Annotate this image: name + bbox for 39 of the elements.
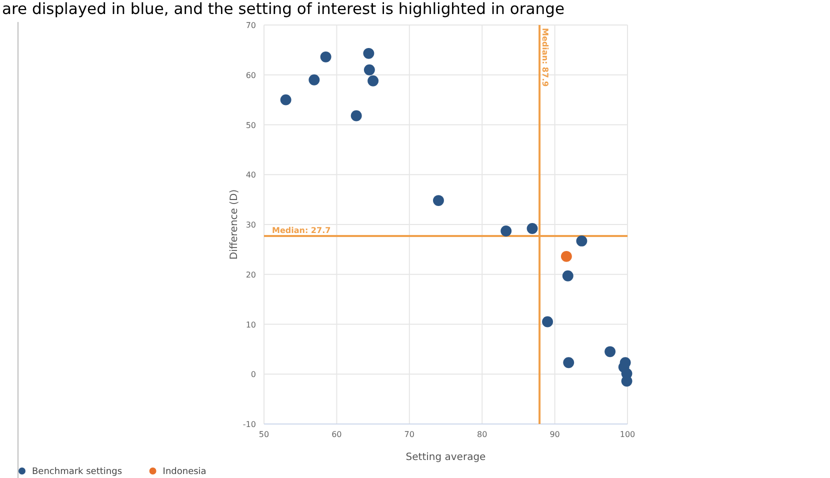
- y-tick-label: 60: [246, 70, 256, 80]
- x-axis-title: Setting average: [406, 452, 486, 463]
- point: [433, 195, 444, 206]
- legend-label: Benchmark settings: [32, 467, 122, 477]
- x-tick-label: 70: [404, 430, 414, 439]
- point: [621, 376, 632, 387]
- point: [562, 270, 574, 282]
- point: [320, 51, 332, 62]
- y-tick-label: 0: [250, 370, 256, 380]
- x-tick-label: 90: [550, 430, 560, 439]
- y-tick-label: 40: [246, 170, 256, 180]
- point: [576, 235, 588, 246]
- x-tick-label: 80: [477, 430, 488, 439]
- point: [308, 74, 320, 86]
- text: are displayed in blue, and the setting of interest is highlighted in orange: [2, 0, 564, 18]
- y-tick-label: 20: [246, 270, 256, 280]
- point: [363, 48, 374, 59]
- point: [563, 357, 574, 368]
- x-tick-label: 50: [258, 430, 270, 439]
- point: [364, 64, 375, 76]
- point: [560, 250, 572, 262]
- point: [280, 94, 292, 106]
- point: [500, 226, 512, 236]
- y-tick-label: 70: [246, 21, 256, 30]
- point: [368, 75, 379, 86]
- x-tick-label: 100: [620, 430, 636, 439]
- y-tick-label: -10: [242, 420, 256, 429]
- y-tick-label: 30: [246, 220, 256, 230]
- point: [350, 110, 362, 122]
- y-tick-label: 10: [246, 320, 256, 330]
- point: [526, 223, 538, 234]
- y-tick-label: 50: [246, 120, 256, 130]
- ref-line-label: Median: 87.9: [540, 28, 550, 88]
- point: [604, 346, 616, 358]
- ref-line-label: Median: 27.7: [272, 226, 331, 235]
- y-axis-title: Difference (D): [229, 189, 240, 260]
- legend-label: Indonesia: [162, 467, 206, 477]
- x-tick-label: 60: [332, 430, 342, 439]
- point: [542, 316, 554, 328]
